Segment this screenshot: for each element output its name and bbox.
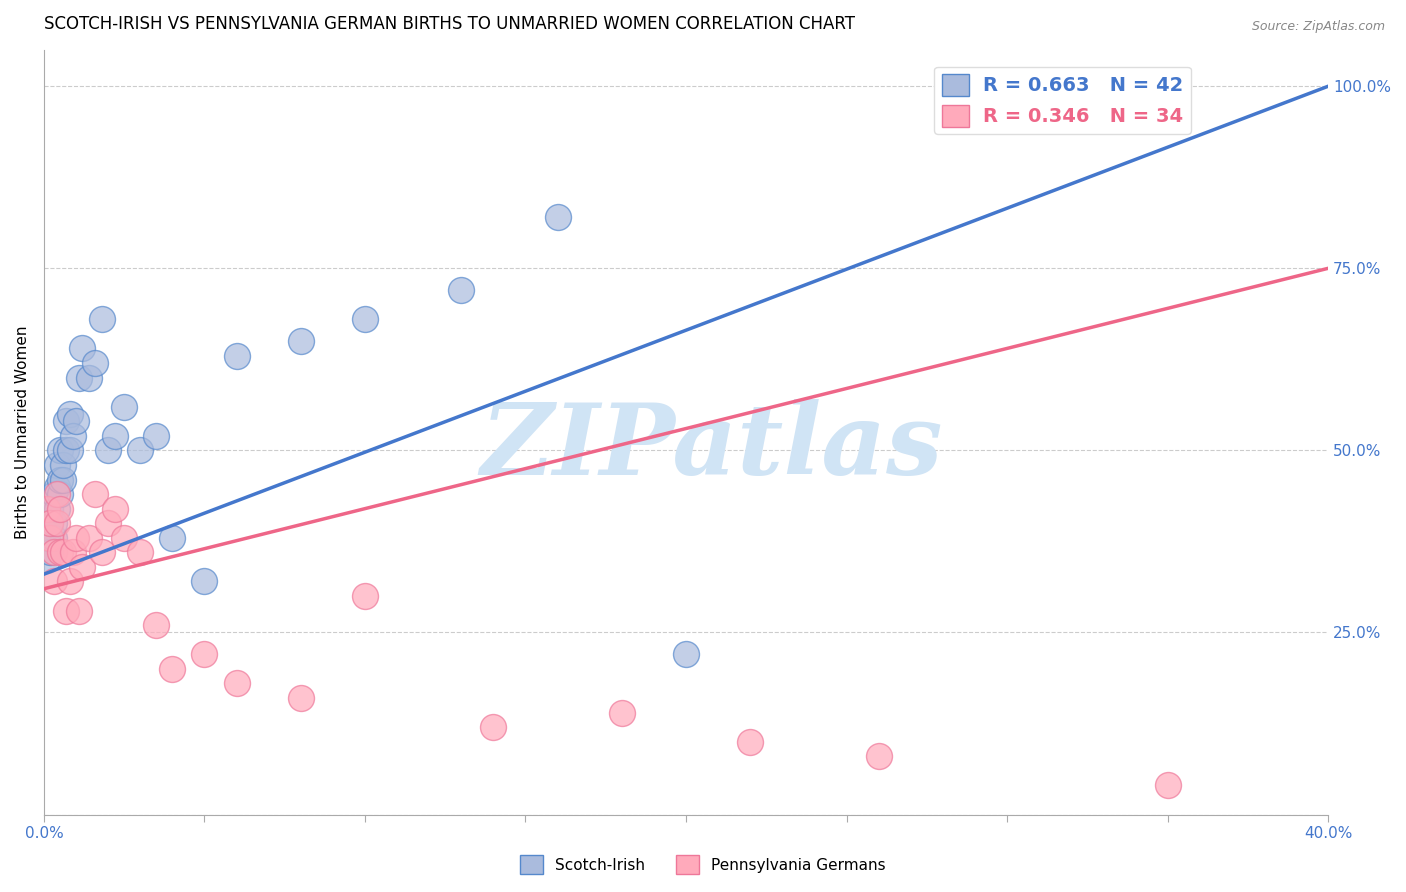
Point: [72, 560, 94, 574]
Point: [45, 480, 67, 494]
Point: [675, 648, 697, 662]
Point: [129, 545, 152, 559]
Point: [39, 531, 62, 545]
Point: [65, 414, 87, 428]
Point: [39, 501, 62, 516]
Point: [112, 400, 135, 414]
Point: [547, 211, 569, 225]
Point: [97, 443, 120, 458]
Point: [90, 545, 112, 559]
Point: [52, 458, 75, 472]
Point: [354, 312, 377, 326]
Text: ZIPatlas: ZIPatlas: [481, 400, 943, 496]
Point: [72, 342, 94, 356]
Point: [103, 429, 125, 443]
Point: [97, 516, 120, 531]
Point: [65, 531, 87, 545]
Point: [84, 487, 107, 501]
Text: SCOTCH-IRISH VS PENNSYLVANIA GERMAN BIRTHS TO UNMARRIED WOMEN CORRELATION CHART: SCOTCH-IRISH VS PENNSYLVANIA GERMAN BIRT…: [44, 15, 855, 33]
Point: [145, 429, 167, 443]
Point: [39, 545, 62, 559]
Point: [45, 516, 67, 531]
Point: [610, 706, 633, 720]
Point: [52, 473, 75, 487]
Point: [1156, 778, 1178, 792]
Legend: R = 0.663   N = 42, R = 0.346   N = 34: R = 0.663 N = 42, R = 0.346 N = 34: [935, 67, 1191, 134]
Point: [290, 691, 312, 706]
Point: [49, 473, 72, 487]
Point: [42, 545, 65, 559]
Point: [49, 501, 72, 516]
Point: [42, 487, 65, 501]
Point: [62, 429, 84, 443]
Point: [90, 312, 112, 326]
Point: [35, 501, 58, 516]
Point: [58, 407, 80, 421]
Point: [162, 662, 184, 676]
Point: [67, 370, 90, 384]
Point: [52, 545, 75, 559]
Point: [77, 370, 100, 384]
Point: [39, 516, 62, 531]
Point: [55, 414, 77, 428]
Point: [145, 618, 167, 632]
Y-axis label: Births to Unmarried Women: Births to Unmarried Women: [15, 326, 30, 539]
Point: [55, 604, 77, 618]
Point: [225, 349, 247, 363]
Point: [740, 734, 762, 748]
Point: [290, 334, 312, 348]
Point: [1125, 79, 1147, 94]
Point: [49, 545, 72, 559]
Legend: Scotch-Irish, Pennsylvania Germans: Scotch-Irish, Pennsylvania Germans: [515, 849, 891, 880]
Point: [39, 516, 62, 531]
Text: Source: ZipAtlas.com: Source: ZipAtlas.com: [1251, 20, 1385, 33]
Point: [103, 501, 125, 516]
Point: [45, 458, 67, 472]
Point: [225, 676, 247, 690]
Point: [35, 531, 58, 545]
Point: [482, 720, 505, 734]
Point: [868, 749, 890, 764]
Point: [58, 574, 80, 589]
Point: [58, 443, 80, 458]
Point: [67, 604, 90, 618]
Point: [77, 531, 100, 545]
Point: [193, 648, 215, 662]
Point: [42, 531, 65, 545]
Point: [450, 283, 472, 297]
Point: [45, 487, 67, 501]
Point: [62, 545, 84, 559]
Point: [112, 531, 135, 545]
Point: [45, 501, 67, 516]
Point: [42, 516, 65, 531]
Point: [49, 487, 72, 501]
Point: [354, 589, 377, 603]
Point: [49, 443, 72, 458]
Point: [55, 443, 77, 458]
Point: [84, 356, 107, 370]
Point: [193, 574, 215, 589]
Point: [162, 531, 184, 545]
Point: [1060, 79, 1083, 94]
Point: [35, 552, 58, 566]
Point: [129, 443, 152, 458]
Point: [42, 574, 65, 589]
